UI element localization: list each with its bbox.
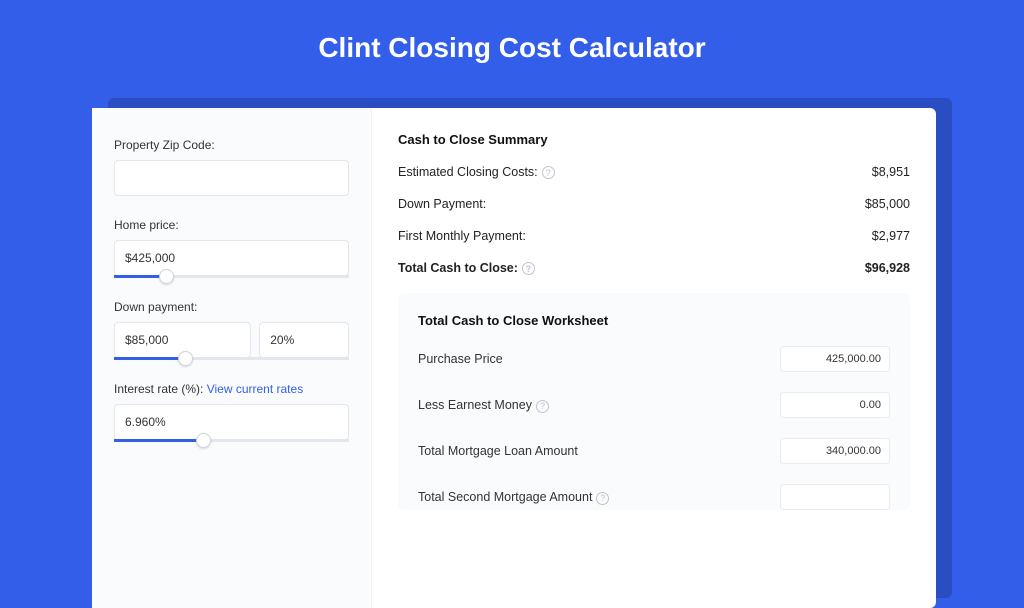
main-panel: Cash to Close Summary Estimated Closing … xyxy=(372,108,936,608)
interest-rate-slider-fill xyxy=(114,439,203,442)
summary-row-label: Total Cash to Close:? xyxy=(398,261,535,275)
down-payment-slider-thumb[interactable] xyxy=(178,351,193,366)
down-payment-label: Down payment: xyxy=(114,300,349,314)
summary-section: Cash to Close Summary Estimated Closing … xyxy=(398,132,910,275)
summary-rows: Estimated Closing Costs:? $8,951 Down Paym… xyxy=(398,165,910,275)
summary-row-label: Estimated Closing Costs:? xyxy=(398,165,555,179)
summary-row-value: $96,928 xyxy=(865,261,910,275)
summary-row-value: $2,977 xyxy=(872,229,910,243)
home-price-label: Home price: xyxy=(114,218,349,232)
worksheet-section: Total Cash to Close Worksheet Purchase P… xyxy=(398,293,910,510)
worksheet-rows: Purchase Price 425,000.00 Less Earnest Mon… xyxy=(418,346,890,510)
worksheet-row: Purchase Price 425,000.00 xyxy=(418,346,890,372)
help-icon[interactable]: ? xyxy=(522,262,535,275)
summary-row-label: First Monthly Payment: xyxy=(398,229,526,243)
sidebar-inputs: Property Zip Code: Home price: Down paym… xyxy=(92,108,372,608)
worksheet-row-label: Less Earnest Money? xyxy=(418,398,549,412)
view-rates-link[interactable]: View current rates xyxy=(207,382,304,396)
worksheet-title: Total Cash to Close Worksheet xyxy=(418,313,890,328)
interest-rate-slider[interactable] xyxy=(114,439,349,442)
summary-row: First Monthly Payment: $2,977 xyxy=(398,229,910,243)
help-icon[interactable]: ? xyxy=(542,166,555,179)
home-price-input[interactable] xyxy=(114,240,349,276)
worksheet-row: Total Mortgage Loan Amount 340,000.00 xyxy=(418,438,890,464)
down-payment-slider[interactable] xyxy=(114,357,349,360)
worksheet-row-value[interactable]: 425,000.00 xyxy=(780,346,890,372)
summary-row: Total Cash to Close:? $96,928 xyxy=(398,261,910,275)
field-zip: Property Zip Code: xyxy=(114,138,349,196)
worksheet-row-value[interactable]: 340,000.00 xyxy=(780,438,890,464)
summary-row-label: Down Payment: xyxy=(398,197,486,211)
worksheet-row-label: Total Second Mortgage Amount? xyxy=(418,490,609,504)
help-icon[interactable]: ? xyxy=(536,400,549,413)
help-icon[interactable]: ? xyxy=(596,492,609,505)
field-down-payment: Down payment: xyxy=(114,300,349,360)
down-payment-slider-fill xyxy=(114,357,185,360)
summary-title: Cash to Close Summary xyxy=(398,132,910,147)
home-price-slider-thumb[interactable] xyxy=(159,269,174,284)
interest-rate-input[interactable] xyxy=(114,404,349,440)
worksheet-row-value[interactable] xyxy=(780,484,890,510)
summary-row-value: $8,951 xyxy=(872,165,910,179)
zip-label: Property Zip Code: xyxy=(114,138,349,152)
home-price-slider[interactable] xyxy=(114,275,349,278)
summary-row: Down Payment: $85,000 xyxy=(398,197,910,211)
worksheet-row: Less Earnest Money? 0.00 xyxy=(418,392,890,418)
worksheet-row-label: Purchase Price xyxy=(418,352,503,366)
interest-rate-label-text: Interest rate (%): xyxy=(114,382,207,396)
interest-rate-slider-thumb[interactable] xyxy=(196,433,211,448)
interest-rate-label: Interest rate (%): View current rates xyxy=(114,382,349,396)
field-home-price: Home price: xyxy=(114,218,349,278)
worksheet-row-label: Total Mortgage Loan Amount xyxy=(418,444,578,458)
home-price-slider-fill xyxy=(114,275,166,278)
summary-row: Estimated Closing Costs:? $8,951 xyxy=(398,165,910,179)
summary-row-value: $85,000 xyxy=(865,197,910,211)
worksheet-row-value[interactable]: 0.00 xyxy=(780,392,890,418)
down-payment-percent-input[interactable] xyxy=(259,322,349,358)
page-title: Clint Closing Cost Calculator xyxy=(0,0,1024,90)
zip-input[interactable] xyxy=(114,160,349,196)
field-interest-rate: Interest rate (%): View current rates xyxy=(114,382,349,442)
worksheet-row: Total Second Mortgage Amount? xyxy=(418,484,890,510)
calculator-card: Property Zip Code: Home price: Down paym… xyxy=(92,108,936,608)
